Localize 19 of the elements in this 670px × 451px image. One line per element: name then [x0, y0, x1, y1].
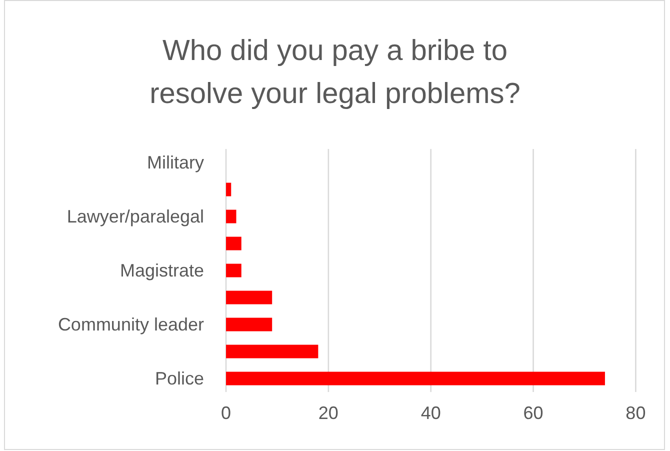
bar	[226, 318, 272, 332]
bar	[226, 264, 242, 278]
y-tick-label: Police	[154, 368, 204, 388]
x-tick-label: 80	[626, 402, 646, 423]
x-tick-label: 40	[420, 402, 441, 423]
chart-title: Who did you pay a bribe to resolve your legal problems?	[150, 35, 520, 110]
bar	[226, 290, 272, 304]
y-tick-label: Magistrate	[120, 260, 204, 280]
bar	[226, 236, 242, 250]
y-tick-label: Lawyer/paralegal	[66, 206, 204, 226]
x-tick-label: 0	[220, 402, 232, 423]
y-tick-label: Military	[147, 152, 204, 172]
bar	[226, 210, 236, 224]
x-tick-label: 20	[318, 402, 338, 423]
y-tick-label: Community leader	[58, 314, 204, 334]
bar	[226, 344, 318, 358]
bar	[226, 182, 232, 196]
x-tick-label: 60	[523, 402, 544, 423]
bar	[226, 372, 605, 386]
